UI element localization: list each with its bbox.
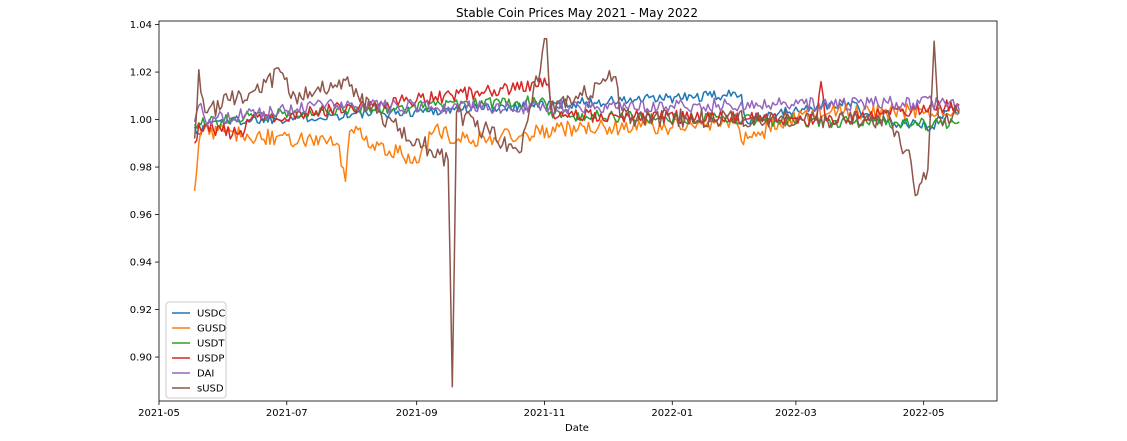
legend-entry-gusd: GUSD (197, 324, 226, 335)
y-tick-label: 0.90 (130, 353, 152, 364)
series-line-dai (193, 95, 961, 127)
chart-title: Stable Coin Prices May 2021 - May 2022 (456, 6, 698, 20)
y-tick-label: 0.96 (130, 210, 152, 221)
legend-entry-dai: DAI (197, 369, 214, 380)
legend-entry-usdt: USDT (197, 339, 225, 350)
y-tick-label: 0.94 (130, 258, 152, 269)
legend-entry-usdp: USDP (197, 354, 224, 365)
series-line-gusd (193, 102, 960, 191)
y-tick-label: 1.02 (130, 68, 152, 79)
series-lines (193, 37, 961, 388)
x-axis: 2021-05 2021-07 2021-09 2021-11 2022-01 2022-… (138, 401, 945, 419)
x-tick-label: 2022-03 (775, 408, 817, 419)
x-axis-label: Date (565, 423, 589, 434)
legend-box (165, 301, 227, 399)
y-tick-label: 0.92 (130, 305, 152, 316)
legend: USDC GUSD USDT USDP DAI sUSD (165, 301, 227, 399)
legend-entry-susd: sUSD (197, 384, 224, 395)
y-tick-label: 1.04 (130, 20, 152, 31)
x-tick-label: 2021-11 (524, 408, 566, 419)
x-tick-label: 2021-05 (138, 408, 180, 419)
legend-entry-usdc: USDC (197, 309, 225, 320)
x-tick-label: 2021-07 (266, 408, 308, 419)
series-line-usdp (194, 77, 960, 144)
y-tick-label: 0.98 (130, 163, 152, 174)
y-tick-label: 1.00 (130, 115, 152, 126)
y-axis: 0.90 0.92 0.94 0.96 0.98 1.00 1.02 1.04 (130, 20, 159, 364)
x-tick-label: 2022-01 (651, 408, 693, 419)
plot-area (158, 20, 998, 402)
x-tick-label: 2022-05 (903, 408, 945, 419)
x-tick-label: 2021-09 (396, 408, 438, 419)
series-line-susd (193, 37, 960, 388)
